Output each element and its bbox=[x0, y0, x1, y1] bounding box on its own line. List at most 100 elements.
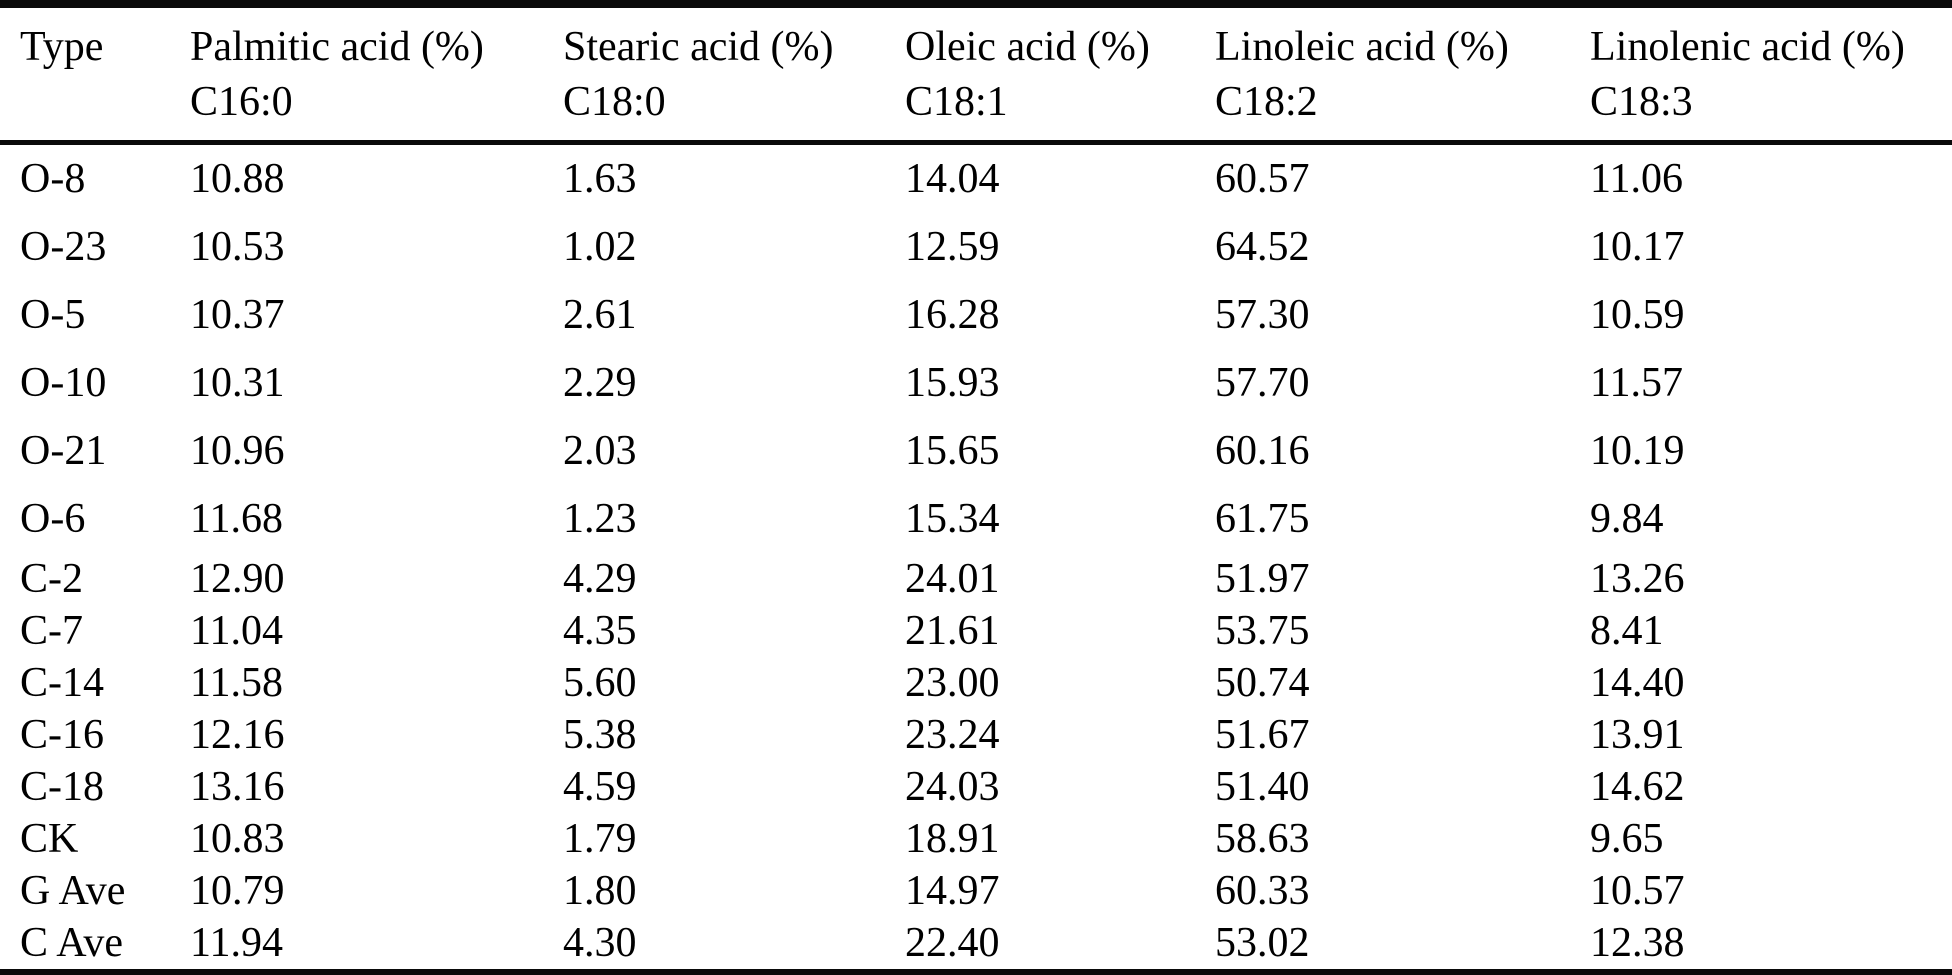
value-cell: 58.63 bbox=[1215, 816, 1310, 862]
value-cell: 10.53 bbox=[190, 224, 285, 270]
value-cell: 51.40 bbox=[1215, 764, 1310, 810]
row-type-cell: C-7 bbox=[20, 608, 83, 654]
row-type-cell: C-16 bbox=[20, 712, 104, 758]
table-row: C-7 11.04 4.35 21.61 53.75 8.41 bbox=[0, 605, 1952, 657]
value-cell: 14.40 bbox=[1590, 660, 1685, 706]
column-header: Linoleic acid (%) C18:2 bbox=[1215, 4, 1590, 143]
value-cell: 1.80 bbox=[563, 868, 637, 914]
table-row: O-6 11.68 1.23 15.34 61.75 9.84 bbox=[0, 485, 1952, 553]
value-cell: 1.63 bbox=[563, 156, 637, 202]
column-header: Type bbox=[0, 4, 190, 143]
value-cell: 18.91 bbox=[905, 816, 1000, 862]
value-cell: 15.34 bbox=[905, 496, 1000, 542]
value-cell: 13.26 bbox=[1590, 556, 1685, 602]
value-cell: 12.16 bbox=[190, 712, 285, 758]
column-header-label: Type bbox=[20, 24, 104, 70]
value-cell: 57.30 bbox=[1215, 292, 1310, 338]
column-header-subscript: C16:0 bbox=[190, 79, 293, 125]
value-cell: 16.28 bbox=[905, 292, 1000, 338]
row-type-cell: O-10 bbox=[20, 360, 107, 406]
column-header: Palmitic acid (%) C16:0 bbox=[190, 4, 563, 143]
value-cell: 10.19 bbox=[1590, 428, 1685, 474]
value-cell: 13.91 bbox=[1590, 712, 1685, 758]
row-type-cell: O-6 bbox=[20, 496, 86, 542]
value-cell: 15.93 bbox=[905, 360, 1000, 406]
value-cell: 2.03 bbox=[563, 428, 637, 474]
value-cell: 10.96 bbox=[190, 428, 285, 474]
value-cell: 24.03 bbox=[905, 764, 1000, 810]
value-cell: 21.61 bbox=[905, 608, 1000, 654]
row-type-cell: O-5 bbox=[20, 292, 86, 338]
table-row: CK 10.83 1.79 18.91 58.63 9.65 bbox=[0, 813, 1952, 865]
value-cell: 13.16 bbox=[190, 764, 285, 810]
value-cell: 53.02 bbox=[1215, 920, 1310, 966]
table-row: O-8 10.88 1.63 14.04 60.57 11.06 bbox=[0, 143, 1952, 214]
row-type-cell: G Ave bbox=[20, 868, 126, 914]
value-cell: 10.83 bbox=[190, 816, 285, 862]
value-cell: 1.23 bbox=[563, 496, 637, 542]
table-body: O-8 10.88 1.63 14.04 60.57 11.06 O-23 10.53 1.02… bbox=[0, 143, 1952, 973]
table-row: O-10 10.31 2.29 15.93 57.70 11.57 bbox=[0, 349, 1952, 417]
table-row: C-16 12.16 5.38 23.24 51.67 13.91 bbox=[0, 709, 1952, 761]
value-cell: 10.88 bbox=[190, 156, 285, 202]
value-cell: 24.01 bbox=[905, 556, 1000, 602]
value-cell: 11.58 bbox=[190, 660, 283, 706]
row-type-cell: C-2 bbox=[20, 556, 83, 602]
value-cell: 14.62 bbox=[1590, 764, 1685, 810]
value-cell: 2.29 bbox=[563, 360, 637, 406]
column-header-label: Stearic acid (%) bbox=[563, 24, 834, 70]
value-cell: 4.30 bbox=[563, 920, 637, 966]
value-cell: 11.04 bbox=[190, 608, 283, 654]
value-cell: 60.33 bbox=[1215, 868, 1310, 914]
value-cell: 64.52 bbox=[1215, 224, 1310, 270]
value-cell: 57.70 bbox=[1215, 360, 1310, 406]
value-cell: 10.31 bbox=[190, 360, 285, 406]
value-cell: 8.41 bbox=[1590, 608, 1664, 654]
value-cell: 12.38 bbox=[1590, 920, 1685, 966]
value-cell: 51.97 bbox=[1215, 556, 1310, 602]
column-header-label: Linolenic acid (%) bbox=[1590, 24, 1905, 70]
table-row: C-2 12.90 4.29 24.01 51.97 13.26 bbox=[0, 553, 1952, 605]
value-cell: 1.79 bbox=[563, 816, 637, 862]
value-cell: 10.37 bbox=[190, 292, 285, 338]
column-header-subscript: C18:1 bbox=[905, 79, 1008, 125]
row-type-cell: C Ave bbox=[20, 920, 124, 966]
value-cell: 61.75 bbox=[1215, 496, 1310, 542]
value-cell: 11.06 bbox=[1590, 156, 1683, 202]
value-cell: 11.94 bbox=[190, 920, 283, 966]
value-cell: 12.90 bbox=[190, 556, 285, 602]
value-cell: 22.40 bbox=[905, 920, 1000, 966]
row-type-cell: C-14 bbox=[20, 660, 104, 706]
value-cell: 14.97 bbox=[905, 868, 1000, 914]
value-cell: 14.04 bbox=[905, 156, 1000, 202]
value-cell: 11.57 bbox=[1590, 360, 1683, 406]
column-header: Oleic acid (%) C18:1 bbox=[905, 4, 1215, 143]
value-cell: 15.65 bbox=[905, 428, 1000, 474]
value-cell: 11.68 bbox=[190, 496, 283, 542]
table-header: Type Palmitic acid (%) C16:0 Stearic aci… bbox=[0, 4, 1952, 143]
row-type-cell: O-8 bbox=[20, 156, 86, 202]
table-row: O-5 10.37 2.61 16.28 57.30 10.59 bbox=[0, 281, 1952, 349]
value-cell: 5.60 bbox=[563, 660, 637, 706]
column-header: Stearic acid (%) C18:0 bbox=[563, 4, 905, 143]
value-cell: 50.74 bbox=[1215, 660, 1310, 706]
value-cell: 10.79 bbox=[190, 868, 285, 914]
column-header-label: Palmitic acid (%) bbox=[190, 24, 484, 70]
value-cell: 23.00 bbox=[905, 660, 1000, 706]
value-cell: 53.75 bbox=[1215, 608, 1310, 654]
row-type-cell: O-23 bbox=[20, 224, 107, 270]
column-header-label: Linoleic acid (%) bbox=[1215, 24, 1509, 70]
value-cell: 10.17 bbox=[1590, 224, 1685, 270]
header-row: Type Palmitic acid (%) C16:0 Stearic aci… bbox=[0, 4, 1952, 143]
value-cell: 1.02 bbox=[563, 224, 637, 270]
column-header: Linolenic acid (%) C18:3 bbox=[1590, 4, 1952, 143]
row-type-cell: C-18 bbox=[20, 764, 104, 810]
value-cell: 10.57 bbox=[1590, 868, 1685, 914]
table-row: C Ave 11.94 4.30 22.40 53.02 12.38 bbox=[0, 917, 1952, 972]
value-cell: 60.16 bbox=[1215, 428, 1310, 474]
value-cell: 23.24 bbox=[905, 712, 1000, 758]
column-header-label: Oleic acid (%) bbox=[905, 24, 1150, 70]
table-row: C-18 13.16 4.59 24.03 51.40 14.62 bbox=[0, 761, 1952, 813]
row-type-cell: O-21 bbox=[20, 428, 107, 474]
